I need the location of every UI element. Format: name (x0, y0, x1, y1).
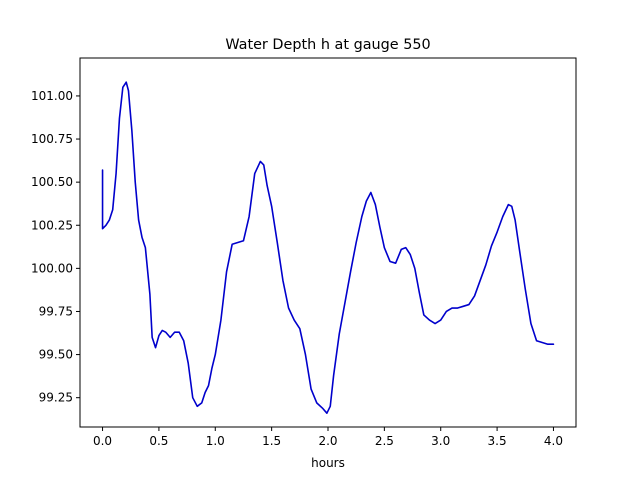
y-tick-label: 101.00 (31, 89, 73, 103)
x-tick-label: 4.0 (544, 434, 563, 448)
x-tick-label: 3.0 (431, 434, 450, 448)
y-tick-label: 99.75 (39, 304, 73, 318)
series-line (101, 81, 555, 415)
x-axis-label: hours (311, 456, 345, 470)
x-tick-label: 0.5 (149, 434, 168, 448)
y-tick-label: 100.25 (31, 218, 73, 232)
y-tick-label: 100.75 (31, 132, 73, 146)
x-tick-label: 1.0 (206, 434, 225, 448)
x-tick-label: 1.5 (262, 434, 281, 448)
x-tick-label: 3.5 (488, 434, 507, 448)
y-tick-label: 99.25 (39, 391, 73, 405)
x-tick-label: 0.0 (93, 434, 112, 448)
y-tick-label: 100.00 (31, 261, 73, 275)
y-tick-label: 99.50 (39, 348, 73, 362)
plot-area: 0.0 0.5 1.0 1.5 2.0 2.5 3.0 3.5 4.0 99.2599.5099… (31, 57, 577, 448)
x-axis: 0.0 0.5 1.0 1.5 2.0 2.5 3.0 3.5 4.0 (93, 427, 563, 448)
chart-title: Water Depth h at gauge 550 (225, 37, 430, 53)
x-tick-label: 2.0 (318, 434, 337, 448)
y-axis: 99.25 99.50 99.75 100.00 100.25 100.50 100.75 1… (31, 89, 80, 405)
y-tick-label: 100.50 (31, 175, 73, 189)
x-tick-label: 2.5 (375, 434, 394, 448)
